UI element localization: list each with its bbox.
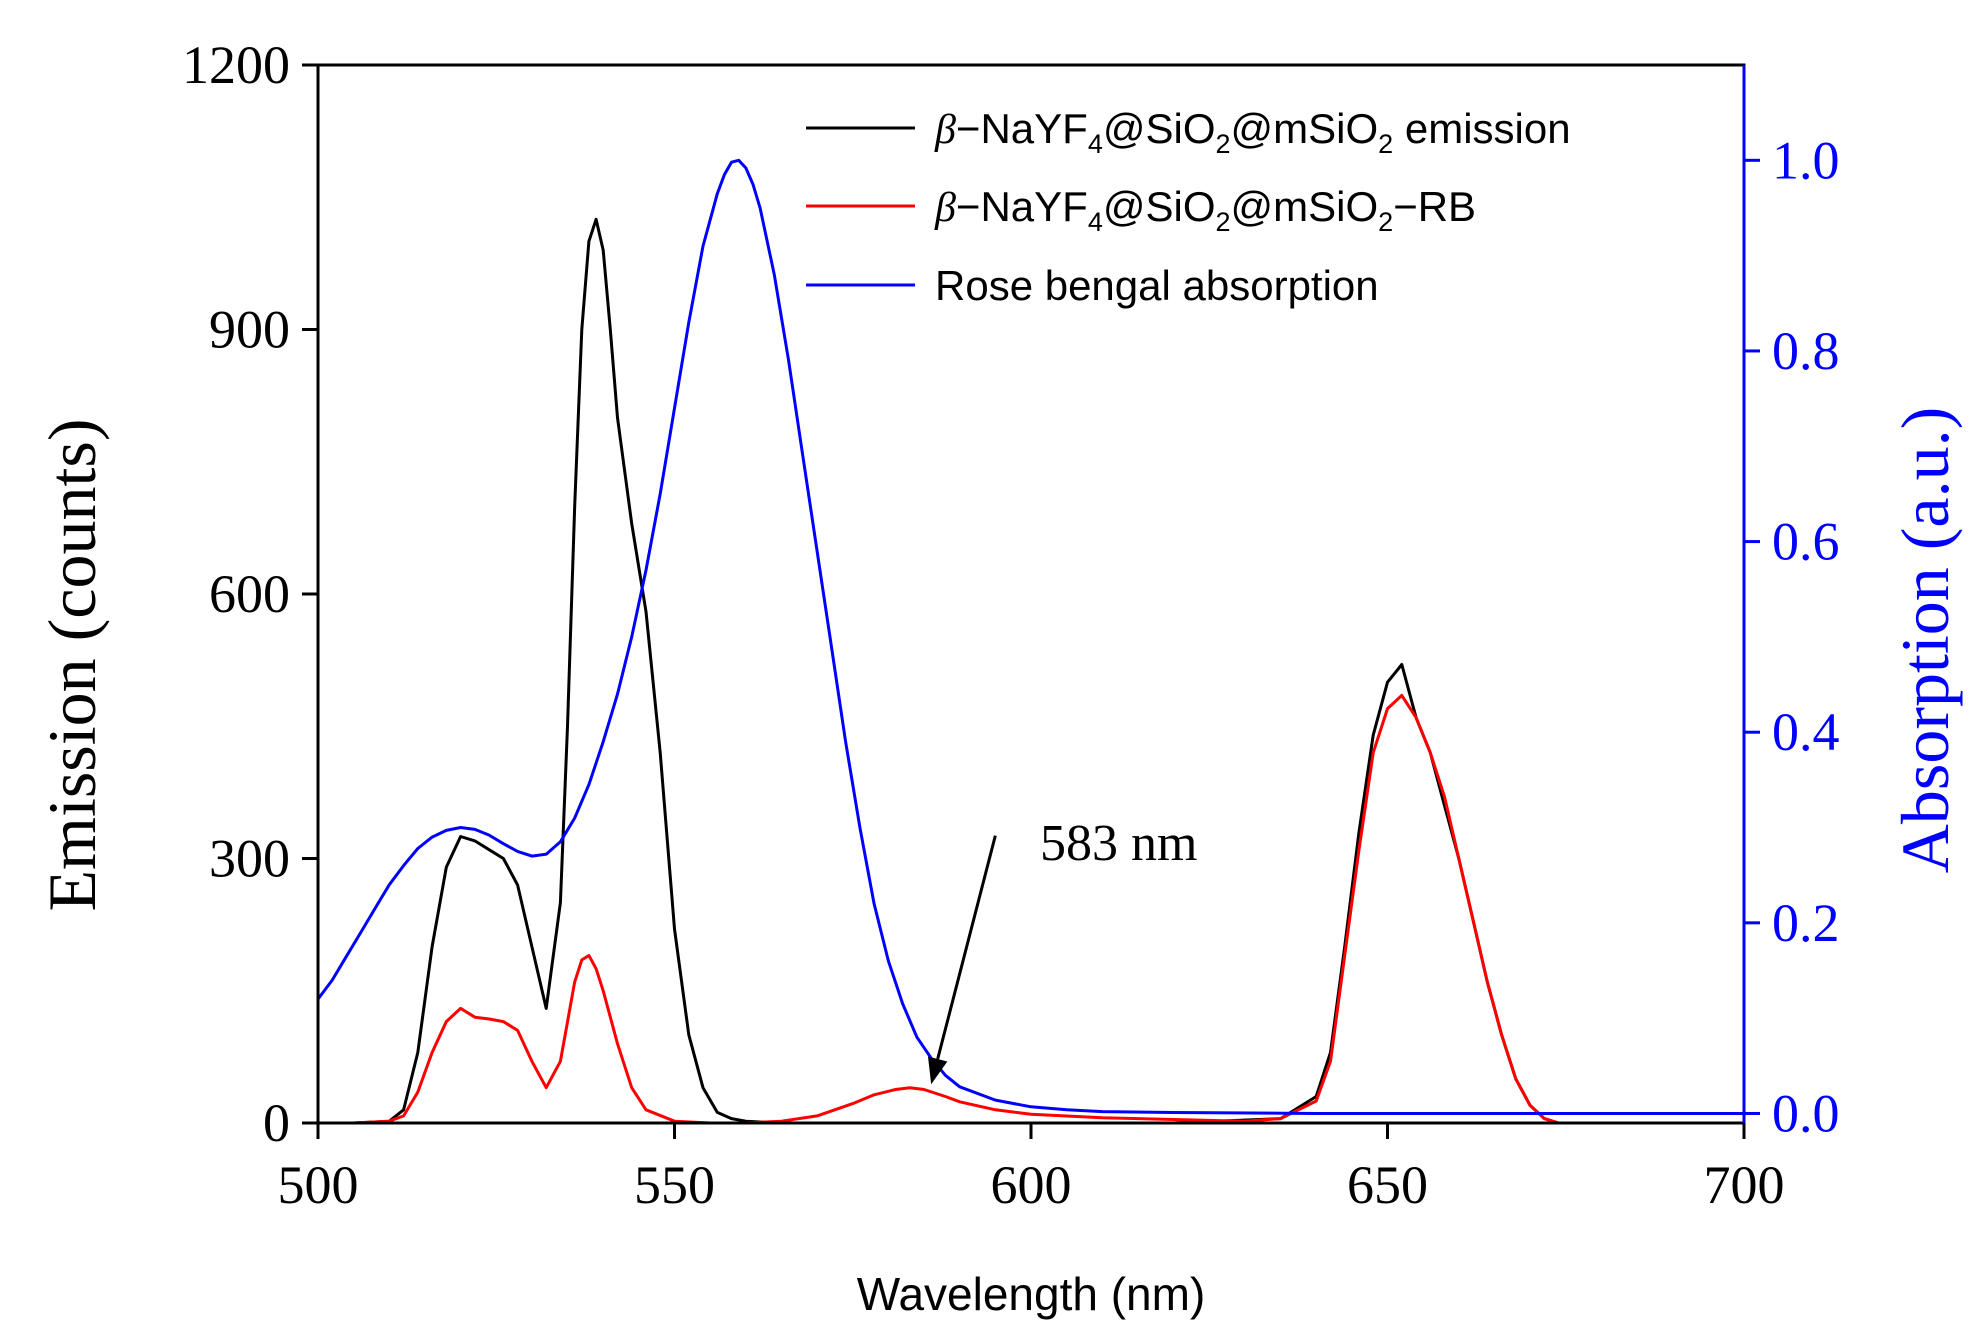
y-left-tick-label: 300 <box>209 829 290 889</box>
legend: β−NaYF4@SiO2@mSiO2 emission β−NaYF4@SiO2@… <box>806 105 1571 309</box>
legend-label-emission: β−NaYF4@SiO2@mSiO2 emission <box>934 105 1571 159</box>
plot-lines <box>316 158 1744 1125</box>
y-right-tick-label: 0.0 <box>1772 1083 1840 1143</box>
y-left-tick-label: 1200 <box>182 35 290 95</box>
x-axis: 500 550 600 650 700 <box>278 1123 1785 1215</box>
y-axis-left: 0 300 600 900 1200 <box>182 35 318 1153</box>
annotation-label: 583 nm <box>1040 815 1197 872</box>
y-axis-left-label: Emission (counts) <box>34 419 110 912</box>
y-right-tick-label: 0.8 <box>1772 321 1840 381</box>
annotation-583nm: 583 nm <box>927 815 1197 1085</box>
y-left-tick-label: 900 <box>209 300 290 360</box>
y-right-tick-label: 0.4 <box>1772 702 1840 762</box>
x-axis-label: Wavelength (nm) <box>857 1268 1206 1320</box>
y-left-tick-label: 600 <box>209 564 290 624</box>
legend-label-absorption: Rose bengal absorption <box>935 262 1379 309</box>
y-axis-right-label: Absorption (a.u.) <box>1887 407 1963 873</box>
y-right-tick-label: 0.6 <box>1772 512 1840 572</box>
annotation-arrow-line <box>936 835 997 1060</box>
series-line-absorption <box>316 158 1744 1115</box>
x-tick-label: 700 <box>1704 1155 1785 1215</box>
x-tick-label: 650 <box>1347 1155 1428 1215</box>
y-right-tick-label: 0.2 <box>1772 893 1840 953</box>
annotation-arrow-head <box>927 1056 948 1085</box>
x-tick-label: 500 <box>278 1155 359 1215</box>
y-right-tick-label: 1.0 <box>1772 130 1840 190</box>
series-line-emission <box>318 217 1744 1125</box>
y-left-tick-label: 0 <box>263 1093 290 1153</box>
legend-label-rb: β−NaYF4@SiO2@mSiO2−RB <box>934 183 1476 237</box>
x-tick-label: 600 <box>991 1155 1072 1215</box>
x-tick-label: 550 <box>634 1155 715 1215</box>
series-line-rb <box>318 693 1744 1125</box>
y-axis-right: 0.0 0.2 0.4 0.6 0.8 1.0 <box>1744 130 1840 1143</box>
